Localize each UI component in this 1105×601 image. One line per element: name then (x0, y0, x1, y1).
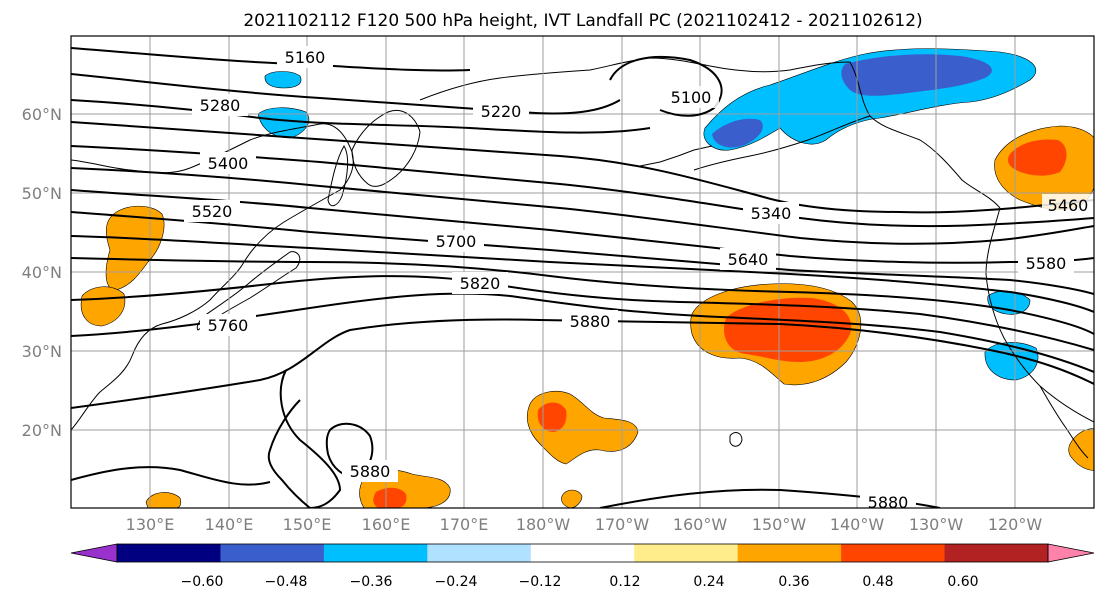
colorbar-segment (220, 544, 325, 562)
colorbar-tick-labels: −0.60 −0.48 −0.36 −0.24 −0.12 0.12 0.24 … (181, 574, 979, 590)
ivt-positive-region-bottom-small (561, 489, 583, 508)
lon-label-140w: 140°W (830, 515, 885, 534)
contour-label-5880-south: 5880 (868, 493, 909, 512)
lat-label-50n: 50°N (22, 184, 62, 203)
ivt-shading (80, 48, 1094, 508)
colorbar-tick-label-pos024: 0.24 (693, 574, 724, 590)
contour-label-5640: 5640 (728, 250, 769, 269)
contour-5640 (71, 235, 1094, 313)
colorbar-tick-label-pos060: 0.60 (947, 574, 978, 590)
lon-label-160e: 160°E (362, 515, 411, 534)
contour-5520 (71, 189, 1094, 264)
graticule (71, 36, 1094, 508)
ivt-positive-core-marianas (373, 487, 407, 508)
contour-5760 (71, 275, 1094, 351)
colorbar-segment (841, 544, 946, 562)
colorbar-tick-label-neg036: −0.36 (350, 574, 393, 590)
colorbar-segment (634, 544, 739, 562)
colorbar-tick-label-pos048: 0.48 (862, 574, 893, 590)
colorbar-tick-label-neg024: −0.24 (435, 574, 478, 590)
colorbar-segment (117, 544, 221, 562)
contour-label-5280: 5280 (200, 96, 241, 115)
contour-5700 (71, 257, 1094, 335)
contour-southwest-edge (71, 466, 271, 486)
ivt-negative-region-kamchatka-small (264, 71, 302, 89)
colorbar-segment (427, 544, 532, 562)
ivt-positive-core-british-columbia (1008, 139, 1067, 176)
contour-label-5700: 5700 (436, 232, 477, 251)
colorbar-segments (70, 543, 1095, 563)
coastline-sakhalin (327, 145, 349, 207)
contour-5400 (71, 145, 1094, 227)
colorbar-segment (737, 544, 842, 562)
lon-label-160w: 160°W (673, 515, 728, 534)
lon-label-150w: 150°W (752, 515, 807, 534)
contour-label-5820: 5820 (460, 274, 501, 293)
figure-title: 2021102112 F120 500 hPa height, IVT Land… (243, 11, 922, 31)
colorbar: −0.60 −0.48 −0.36 −0.24 −0.12 0.12 0.24 … (70, 543, 1095, 590)
contour-5460 (71, 167, 1094, 245)
coastline-alaska-peninsula (693, 115, 871, 171)
ivt-negative-core-bering (712, 118, 763, 148)
coastline-siberia-north (419, 57, 711, 101)
contour-label-5220: 5220 (481, 102, 522, 121)
coastline-asia-mainland (71, 123, 354, 431)
colorbar-tick-label-neg048: −0.48 (265, 574, 308, 590)
lon-label-130e: 130°E (126, 515, 175, 534)
lon-label-170w: 170°W (595, 515, 650, 534)
ivt-negative-core-alaska (841, 54, 992, 96)
contour-label-5520: 5520 (192, 202, 233, 221)
colorbar-extend-low (70, 543, 118, 563)
longitude-labels: 130°E 140°E 150°E 160°E 170°E 180°W 170°… (126, 515, 1043, 534)
colorbar-extend-high (1047, 543, 1095, 563)
colorbar-outline (116, 543, 1049, 563)
contour-5580 (71, 211, 1094, 295)
map-panel: 5160 5220 5280 5400 5520 5700 5760 5820 … (70, 35, 1095, 512)
contour-label-5880-loop: 5880 (350, 462, 391, 481)
ivt-positive-core-northeast-pacific (724, 297, 852, 362)
lon-label-170e: 170°E (440, 515, 489, 534)
map-frame (70, 35, 1095, 509)
colorbar-segment (944, 544, 1049, 562)
lon-label-180w: 180°W (516, 515, 571, 534)
contour-label-5100: 5100 (671, 88, 712, 107)
contour-label-5340: 5340 (751, 204, 792, 223)
contour-label-5460: 5460 (1048, 196, 1089, 215)
coastline-north-america-west (985, 207, 1094, 423)
contour-label-5760: 5760 (208, 316, 249, 335)
lon-label-150e: 150°E (283, 515, 332, 534)
lat-label-20n: 20°N (22, 421, 62, 440)
coastlines (71, 57, 1094, 459)
contour-label-5160: 5160 (285, 48, 326, 67)
contour-label-5400: 5400 (208, 154, 249, 173)
contour-5280 (71, 99, 651, 134)
contour-label-5880-main: 5880 (570, 312, 611, 331)
ivt-positive-core-tropical-west-pacific (537, 402, 567, 432)
contour-label-5580: 5580 (1026, 254, 1067, 273)
latitude-labels: 20°N 30°N 40°N 50°N 60°N (22, 105, 62, 440)
colorbar-tick-label-neg012: −0.12 (519, 574, 562, 590)
lat-label-40n: 40°N (22, 263, 62, 282)
colorbar-tick-label-pos012: 0.12 (609, 574, 640, 590)
lat-label-60n: 60°N (22, 105, 62, 124)
lon-label-120w: 120°W (988, 515, 1043, 534)
coastline-baja (1039, 385, 1089, 459)
contour-5100 (609, 56, 723, 117)
colorbar-segment (323, 544, 428, 562)
contour-5340 (71, 121, 1094, 214)
colorbar-tick-label-pos036: 0.36 (778, 574, 809, 590)
lat-label-30n: 30°N (22, 342, 62, 361)
island-hawaii (729, 432, 743, 447)
contour-labels: 5160 5220 5280 5400 5520 5700 5760 5820 … (184, 46, 1094, 512)
contour-5880-main (71, 318, 1094, 409)
contour-5820 (71, 292, 1094, 373)
ivt-negative-region-okhotsk (257, 107, 310, 139)
colorbar-tick-label-neg060: −0.60 (181, 574, 224, 590)
lon-label-140e: 140°E (205, 515, 254, 534)
lon-label-130w: 130°W (909, 515, 964, 534)
contour-5220 (71, 73, 621, 115)
colorbar-segment (530, 544, 635, 562)
ivt-positive-region-china (80, 286, 126, 327)
